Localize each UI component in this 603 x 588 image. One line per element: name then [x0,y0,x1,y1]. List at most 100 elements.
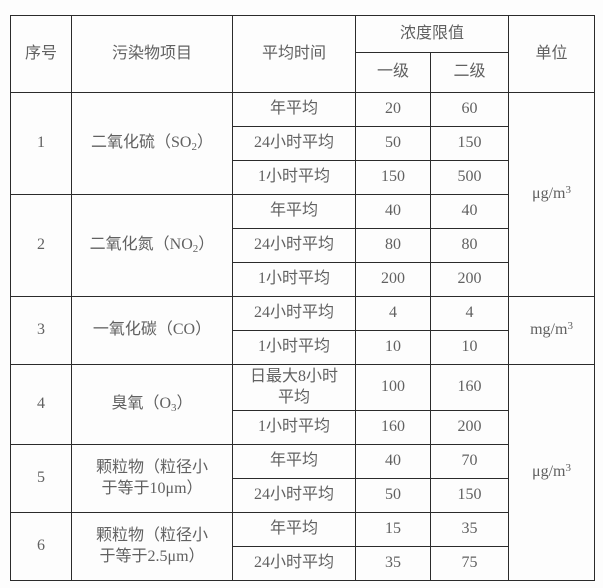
time-cell: 24小时平均 [232,478,356,513]
time-cell: 年平均 [232,444,356,479]
table-row: 4 臭氧（O3） 日最大8小时 平均 100 160 μg/m3 [10,364,596,581]
level2-value: 60 [429,92,510,127]
table-row: 24小时平均 50 150 [11,478,595,513]
seq-cell: 5 [10,444,72,513]
unit-superscript: 3 [567,320,573,333]
level2-value: 80 [429,228,510,263]
level1-value: 50 [355,478,431,513]
table-row: 1 二氧化硫（SO2） 年平均 20 60 μg/m3 [10,92,596,297]
time-text-line2: 平均 [277,388,310,406]
level1-value: 40 [355,194,431,229]
seq-cell: 2 [10,194,72,297]
time-cell: 24小时平均 [232,228,356,263]
time-cell: 日最大8小时 平均 [232,364,356,411]
level1-value: 160 [355,410,431,445]
unit-cell: mg/m3 [508,296,596,365]
pollutant-cell: 一氧化碳（CO） [71,296,233,365]
unit-cell: μg/m3 [508,92,596,297]
seq-cell: 1 [10,92,72,195]
pollutant-subscript: 2 [192,243,199,256]
pollutant-text-line2: 于等于2.5μm） [99,547,205,565]
pollutant-cell: 臭氧（O3） [71,364,233,445]
time-cell: 年平均 [232,512,356,547]
level2-value: 4 [429,296,510,331]
level2-value: 200 [429,262,510,297]
header-level1: 一级 [355,52,431,93]
table-row: 5 颗粒物（粒径小 于等于10μm） 年平均 40 70 [10,444,595,513]
seq-cell: 3 [10,296,72,365]
level2-value: 70 [429,444,510,479]
pollutant-cell: 二氧化氮（NO2） [71,194,233,297]
level2-value: 160 [429,364,510,411]
level1-value: 150 [355,160,431,195]
unit-text: mg/m [530,321,568,339]
pollutant-text-end: ） [196,134,213,152]
level2-value: 500 [429,160,510,195]
table-row: 3 一氧化碳（CO） 24小时平均 4 4 mg/m3 [10,296,596,365]
level1-value: 20 [355,92,431,127]
level1-value: 15 [355,512,431,547]
level2-value: 10 [429,330,510,365]
pollutant-cell: 二氧化硫（SO2） [71,92,233,195]
header-pollutant: 污染物项目 [71,15,233,93]
unit-text: μg/m [532,463,566,481]
pollutant-text-end: ） [198,236,215,254]
level1-value: 80 [355,228,431,263]
level1-value: 200 [355,262,431,297]
air-quality-limits-table: 序号 污染物项目 平均时间 浓度限值 单位 一级 二级 1 二氧化硫（SO2） … [10,15,596,581]
header-seq: 序号 [10,15,72,93]
level2-value: 200 [429,410,510,445]
header-unit: 单位 [508,15,596,93]
time-cell: 24小时平均 [232,546,356,581]
table-row: 24小时平均 50 150 [11,126,595,161]
pollutant-text-end: ） [176,395,193,413]
seq-cell: 4 [10,364,72,445]
pollutant-subscript: 3 [171,402,177,415]
header-avg-time: 平均时间 [232,15,356,93]
pollutant-subscript: 2 [191,141,197,154]
level1-value: 50 [355,126,431,161]
table-row: 24小时平均 80 80 [11,228,595,263]
time-text: 日最大8小时 [249,367,338,385]
time-cell: 1小时平均 [232,330,356,365]
header-limit: 浓度限值 [354,15,510,53]
table-row: 6 颗粒物（粒径小 于等于2.5μm） 年平均 15 35 [10,512,595,581]
unit-cell: μg/m3 [508,364,596,581]
table-row: 1小时平均 10 10 [11,330,595,365]
table-row: 2 二氧化氮（NO2） 年平均 40 40 [10,194,595,297]
time-cell: 24小时平均 [232,296,356,331]
pollutant-text: 二氧化硫（SO [91,134,192,152]
header-level2: 二级 [429,52,510,93]
level1-value: 4 [355,296,431,331]
unit-superscript: 3 [565,184,572,197]
pollutant-cell: 颗粒物（粒径小 于等于2.5μm） [71,512,233,581]
time-cell: 年平均 [232,92,356,127]
table-row: 1小时平均 160 200 [11,410,595,445]
seq-cell: 6 [10,512,72,581]
table-row: 1小时平均 200 200 [11,262,595,297]
level2-value: 35 [429,512,510,547]
unit-text: μg/m [532,185,566,203]
level1-value: 35 [355,546,431,581]
level1-value: 40 [355,444,431,479]
level1-value: 100 [355,364,431,411]
pollutant-text-line2: 于等于10μm） [101,479,203,497]
time-cell: 年平均 [232,194,356,229]
pollutant-text: 颗粒物（粒径小 [95,458,208,476]
level2-value: 150 [429,126,510,161]
pollutant-text: 二氧化氮（NO [89,236,193,254]
table-row: 24小时平均 35 75 [11,546,595,581]
time-cell: 24小时平均 [232,126,356,161]
pollutant-cell: 颗粒物（粒径小 于等于10μm） [71,444,233,513]
level2-value: 40 [429,194,510,229]
level2-value: 75 [429,546,510,581]
time-cell: 1小时平均 [232,160,356,195]
pollutant-text: 一氧化碳（CO） [92,321,212,339]
time-cell: 1小时平均 [232,410,356,445]
pollutant-text: 臭氧（O [111,395,172,413]
table-row: 1小时平均 150 500 [11,160,595,195]
level1-value: 10 [355,330,431,365]
unit-superscript: 3 [565,462,572,475]
pollutant-text: 颗粒物（粒径小 [95,526,208,544]
